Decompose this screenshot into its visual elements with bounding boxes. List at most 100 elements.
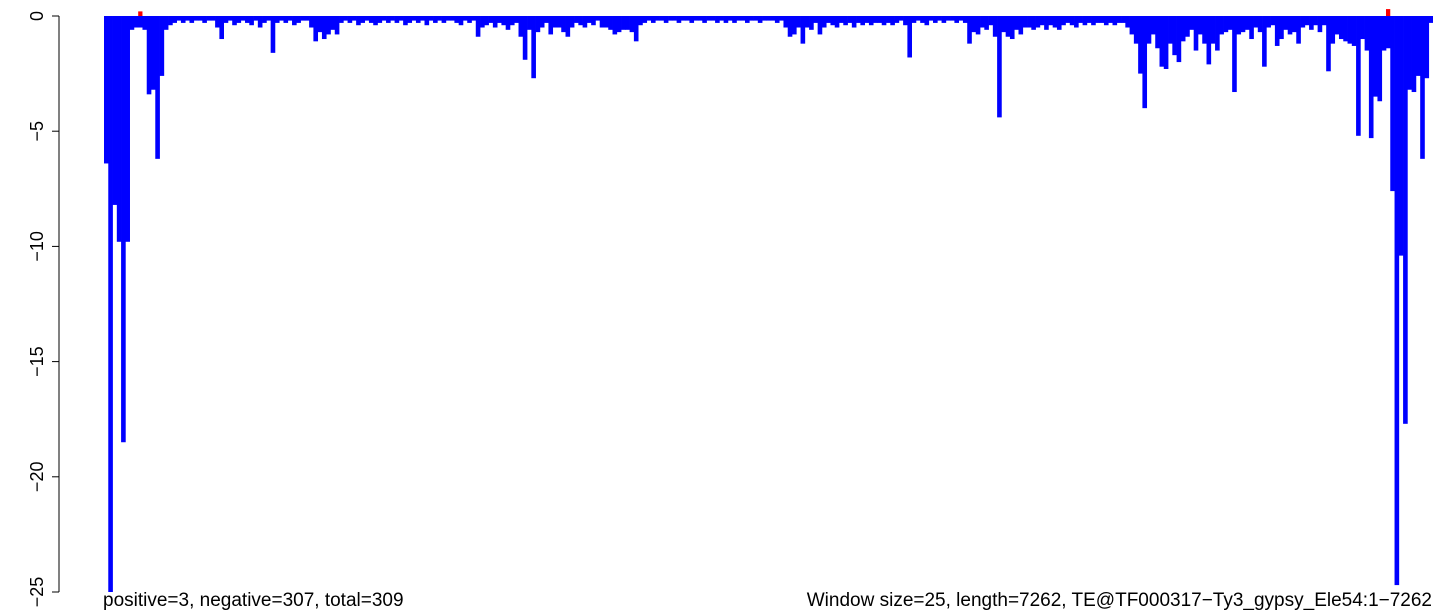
negative-bar: [471, 16, 477, 21]
negative-bar: [569, 16, 575, 28]
negative-bar: [544, 16, 549, 23]
negative-bar: [351, 16, 357, 21]
negative-bar: [826, 16, 831, 23]
negative-bar: [1163, 16, 1169, 69]
negative-bar: [1291, 16, 1297, 33]
negative-bar: [283, 16, 289, 23]
negative-bar: [1381, 16, 1387, 51]
negative-bar: [420, 16, 425, 21]
negative-bar: [1121, 16, 1126, 23]
negative-bar: [847, 16, 853, 23]
negative-bar: [1300, 16, 1306, 28]
negative-bar: [1168, 16, 1173, 44]
negative-bar: [813, 16, 818, 23]
negative-bar: [535, 16, 541, 33]
negative-bar: [189, 16, 195, 23]
negative-bar: [1368, 16, 1374, 139]
negative-bar: [121, 16, 126, 443]
negative-bar: [1407, 16, 1412, 90]
negative-bar: [809, 16, 814, 30]
negative-bar: [933, 16, 938, 23]
negative-bar: [172, 16, 177, 23]
negative-bar: [232, 16, 237, 26]
negative-bar: [800, 16, 806, 44]
negative-bar: [1351, 16, 1357, 46]
negative-bar: [1360, 16, 1365, 40]
negative-bar: [403, 16, 408, 26]
negative-bar: [1146, 16, 1152, 44]
negative-bar: [497, 16, 502, 23]
negative-bar: [988, 16, 994, 26]
negative-bar: [582, 16, 588, 28]
negative-bar: [941, 16, 947, 23]
negative-bar: [112, 16, 118, 205]
negative-bar: [992, 16, 998, 37]
negative-bar: [928, 16, 934, 21]
negative-bar: [245, 16, 250, 23]
negative-bar: [834, 16, 840, 28]
negative-bar: [1056, 16, 1062, 30]
negative-bar: [1343, 16, 1348, 42]
negative-bar: [339, 16, 344, 23]
negative-bar: [1279, 16, 1284, 40]
positive-bar: [1385, 9, 1391, 16]
negative-bar: [877, 16, 883, 23]
negative-bar: [210, 16, 216, 21]
negative-bar: [104, 16, 109, 164]
negative-bar: [1180, 16, 1186, 42]
negative-bar: [723, 16, 729, 23]
negative-bar: [1129, 16, 1135, 35]
negative-bar: [133, 16, 139, 28]
negative-bar: [1317, 16, 1323, 33]
negative-bar: [454, 16, 460, 23]
negative-bar: [1031, 16, 1036, 30]
negative-bar: [638, 16, 643, 26]
negative-bar: [206, 16, 212, 21]
negative-bar: [727, 16, 733, 21]
negative-bar: [599, 16, 605, 28]
negative-bar: [817, 16, 823, 35]
negative-bar: [967, 16, 972, 44]
y-tick-label: 0: [27, 11, 47, 21]
negative-bar: [1428, 16, 1433, 23]
negative-bar: [578, 16, 583, 26]
negative-bar: [997, 16, 1002, 118]
negative-bar: [1270, 16, 1276, 26]
negative-bar: [796, 16, 801, 28]
negative-bar: [886, 16, 891, 23]
negative-bar: [309, 16, 314, 28]
negative-bar: [1304, 16, 1310, 26]
negative-bar: [368, 16, 374, 23]
negative-bar: [274, 16, 280, 23]
negative-bar: [1138, 16, 1143, 74]
negative-bar: [1185, 16, 1190, 37]
negative-bar: [317, 16, 323, 33]
negative-bar: [300, 16, 306, 21]
negative-bar: [1394, 16, 1400, 586]
negative-bar: [689, 16, 695, 23]
negative-bar: [625, 16, 630, 30]
negative-bar: [441, 16, 447, 23]
negative-bar: [1202, 16, 1207, 44]
negative-bar: [296, 16, 301, 23]
negative-bar: [616, 16, 622, 33]
negative-bar: [373, 16, 378, 26]
negative-bar: [903, 16, 908, 26]
negative-bar: [595, 16, 601, 21]
negative-bar: [1009, 16, 1015, 40]
negative-bar: [984, 16, 989, 30]
negative-bar: [911, 16, 917, 23]
negative-bar: [1262, 16, 1267, 67]
negative-bar: [424, 16, 430, 26]
positive-bars-group: [138, 9, 1391, 16]
negative-bar: [138, 16, 143, 28]
negative-bar: [445, 16, 451, 21]
negative-bar: [1253, 16, 1259, 28]
negative-bar: [1287, 16, 1293, 35]
negative-bar: [1364, 16, 1370, 51]
negative-bar: [1296, 16, 1301, 44]
negative-bar: [1411, 16, 1417, 93]
negative-bar: [488, 16, 494, 23]
negative-bar: [304, 16, 310, 21]
negative-bar: [1022, 16, 1028, 28]
